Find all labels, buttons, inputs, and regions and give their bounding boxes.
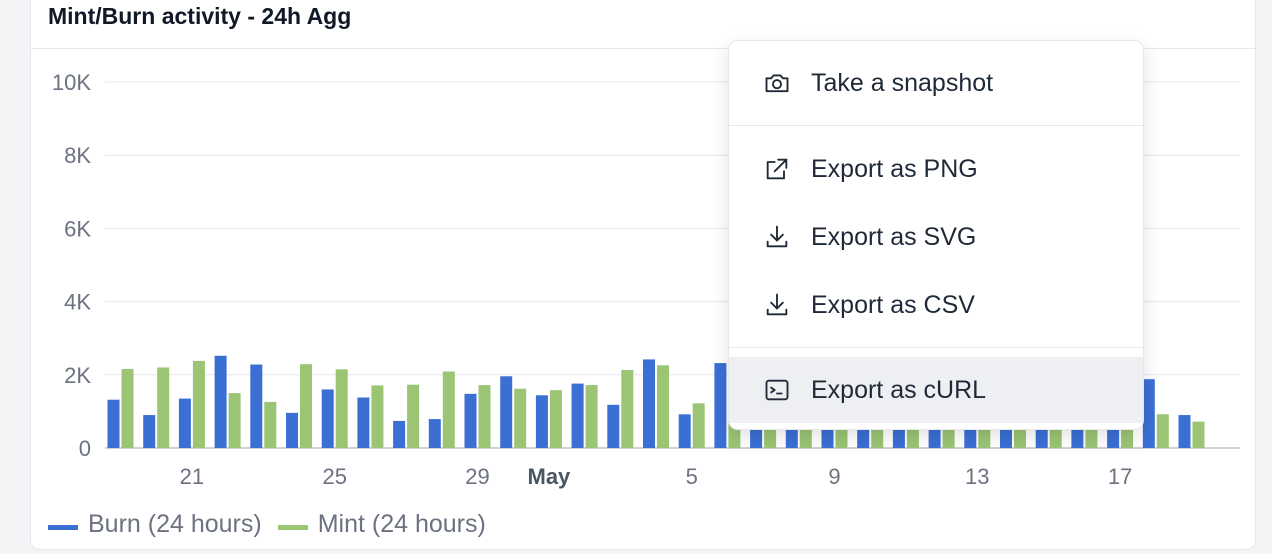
bar-burn (250, 364, 263, 448)
bar-mint (371, 385, 384, 448)
menu-item-label: Export as cURL (811, 375, 987, 404)
bar-burn (214, 355, 227, 448)
bar-mint (121, 368, 134, 448)
x-tick-label: 17 (1108, 464, 1132, 489)
x-tick-label: 5 (686, 464, 698, 489)
bar-mint (621, 370, 634, 448)
legend-swatch-burn (48, 525, 78, 530)
bar-mint (585, 385, 598, 448)
y-tick-label: 6K (64, 216, 91, 241)
bar-burn (393, 420, 406, 448)
bar-mint (1192, 421, 1205, 448)
bar-burn (535, 395, 548, 448)
bar-mint (157, 367, 170, 448)
bar-burn (464, 393, 477, 448)
bar-mint (407, 384, 420, 448)
bar-mint (1156, 414, 1169, 448)
y-tick-label: 0 (79, 436, 91, 461)
bar-burn (143, 415, 156, 448)
bar-mint (692, 403, 705, 448)
bar-mint (514, 388, 527, 448)
export-menu: Take a snapshot Export as PNG Export as … (728, 40, 1144, 430)
bar-burn (321, 389, 334, 448)
menu-item-export-svg[interactable]: Export as SVG (729, 203, 1143, 271)
bar-burn (643, 359, 655, 448)
bar-burn (607, 404, 620, 448)
bar-burn (785, 424, 798, 448)
download-icon (766, 293, 788, 316)
bar-mint (264, 401, 277, 448)
menu-item-label: Export as CSV (811, 290, 975, 319)
bar-burn (286, 412, 298, 448)
camera-icon (765, 74, 789, 93)
menu-item-snapshot[interactable]: Take a snapshot (729, 41, 1143, 125)
legend-item-burn[interactable]: Burn (24 hours) (48, 510, 262, 539)
bar-burn (107, 399, 120, 448)
y-tick-label: 10K (52, 70, 91, 95)
y-tick-label: 8K (64, 143, 91, 168)
bar-burn (1178, 415, 1191, 448)
bar-mint (442, 371, 455, 448)
bar-burn (178, 398, 191, 448)
bar-burn (428, 419, 441, 448)
x-tick-label: 13 (965, 464, 989, 489)
legend-label-mint: Mint (24 hours) (317, 510, 486, 538)
bar-mint (228, 393, 241, 448)
menu-item-export-csv[interactable]: Export as CSV (729, 271, 1143, 339)
legend-swatch-mint (277, 525, 308, 530)
bar-mint (192, 360, 205, 448)
x-tick-label: 21 (180, 464, 204, 489)
external-link-icon (766, 158, 788, 180)
chart-title: Mint/Burn activity - 24h Agg (48, 3, 352, 29)
bar-burn (714, 363, 727, 448)
y-tick-label: 2K (64, 363, 91, 388)
menu-divider (729, 347, 1143, 348)
bar-burn (500, 376, 513, 448)
menu-item-label: Take a snapshot (811, 68, 994, 97)
x-tick-label: 25 (322, 464, 346, 489)
legend-item-mint[interactable]: Mint (24 hours) (277, 510, 486, 539)
chart-legend: Burn (24 hours) Mint (24 hours) (48, 510, 502, 539)
x-tick-label: 9 (828, 464, 840, 489)
menu-item-export-curl[interactable]: Export as cURL (729, 357, 1143, 423)
bar-burn (1142, 379, 1155, 448)
legend-label-burn: Burn (24 hours) (88, 510, 262, 538)
x-tick-label: May (528, 464, 572, 489)
bar-mint (300, 364, 312, 448)
bar-burn (357, 397, 370, 448)
y-tick-label: 4K (64, 290, 91, 315)
terminal-icon (765, 379, 789, 401)
menu-item-label: Export as PNG (811, 154, 978, 183)
bar-mint (657, 365, 669, 448)
x-tick-label: 29 (465, 464, 489, 489)
menu-item-label: Export as SVG (811, 222, 977, 251)
menu-divider (729, 125, 1143, 126)
bar-burn (571, 383, 584, 448)
bar-mint (549, 390, 562, 448)
bar-mint (335, 369, 348, 448)
menu-item-export-png[interactable]: Export as PNG (729, 135, 1143, 203)
download-icon (766, 225, 788, 248)
bar-burn (678, 414, 691, 448)
bar-mint (478, 385, 491, 448)
title-divider (30, 48, 1256, 49)
